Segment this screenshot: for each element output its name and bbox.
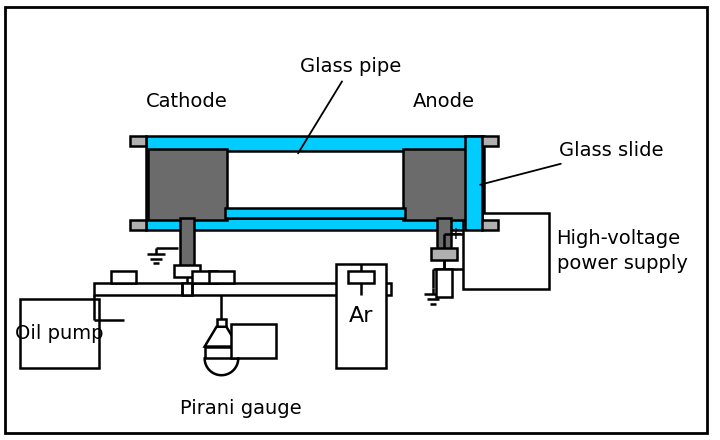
Text: Cathode: Cathode [146, 92, 228, 111]
Text: -: - [452, 260, 458, 278]
Bar [225, 208, 405, 218]
Bar [437, 218, 451, 249]
Bar [464, 136, 482, 230]
Bar [111, 271, 136, 283]
Bar [482, 136, 498, 146]
Text: Pirani gauge: Pirani gauge [181, 399, 302, 418]
Text: Glass pipe: Glass pipe [298, 57, 402, 154]
Text: Anode: Anode [413, 92, 475, 111]
Bar [336, 264, 386, 368]
Text: High-voltage
power supply: High-voltage power supply [557, 229, 688, 273]
Bar [146, 136, 485, 230]
Bar [19, 299, 99, 368]
Text: Oil pump: Oil pump [15, 324, 104, 343]
Bar [180, 218, 194, 268]
Bar [217, 319, 226, 327]
Text: Glass slide: Glass slide [480, 141, 663, 185]
Bar [225, 151, 405, 218]
Bar [204, 347, 238, 359]
Bar [192, 271, 217, 283]
Bar [182, 283, 192, 295]
Bar [94, 283, 390, 295]
Bar [209, 271, 234, 283]
Text: +: + [448, 225, 462, 242]
Bar [482, 220, 498, 230]
Bar [436, 269, 452, 297]
Bar [148, 149, 228, 220]
Text: Ar: Ar [348, 306, 373, 326]
Bar [463, 213, 549, 289]
Bar [130, 136, 146, 146]
Bar [130, 220, 146, 230]
Bar [431, 248, 456, 260]
Bar [231, 324, 276, 359]
Bar [403, 149, 482, 220]
Bar [174, 265, 199, 277]
Bar [348, 271, 374, 283]
Polygon shape [204, 327, 238, 347]
